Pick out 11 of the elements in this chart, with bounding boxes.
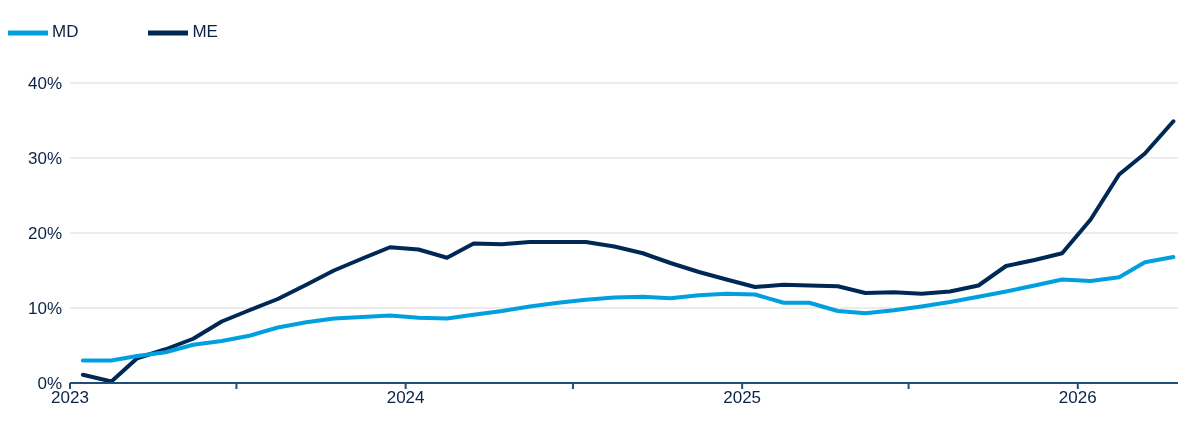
x-tick-label: 2025 — [723, 388, 762, 408]
line-series — [80, 255, 1176, 363]
legend-label: MD — [52, 22, 79, 42]
legend-label: ME — [192, 22, 218, 42]
y-tick-label: 10% — [27, 299, 62, 319]
x-tick-label: 2024 — [386, 388, 425, 408]
line-series — [80, 119, 1176, 383]
y-tick-label: 30% — [27, 149, 62, 169]
y-tick-label: 40% — [27, 74, 62, 94]
y-tick-label: 20% — [27, 224, 62, 244]
x-tick-label: 2026 — [1058, 388, 1097, 408]
